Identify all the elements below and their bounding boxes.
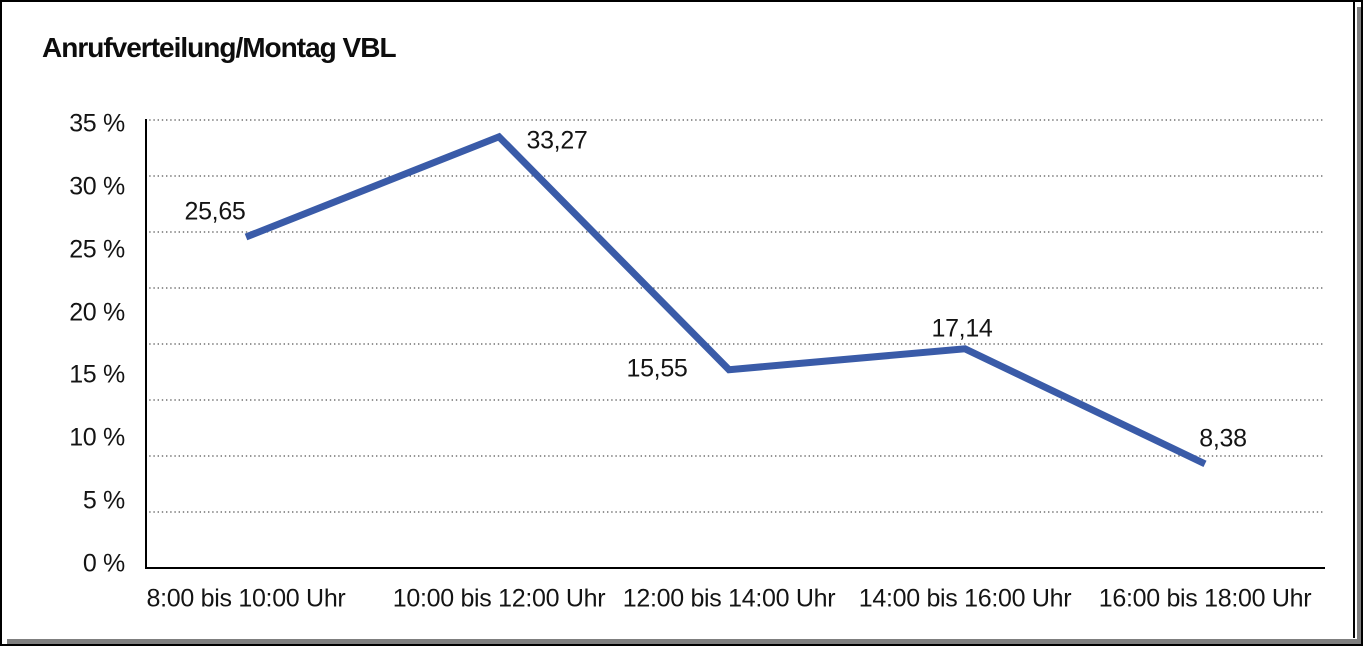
frame-shadow-right bbox=[1357, 7, 1361, 644]
data-series-line bbox=[244, 132, 1207, 468]
frame-inner-border-right bbox=[1353, 2, 1355, 638]
chart-title: Anrufverteilung/Montag VBL bbox=[42, 32, 397, 63]
frame-shadow-bottom bbox=[7, 639, 1361, 644]
